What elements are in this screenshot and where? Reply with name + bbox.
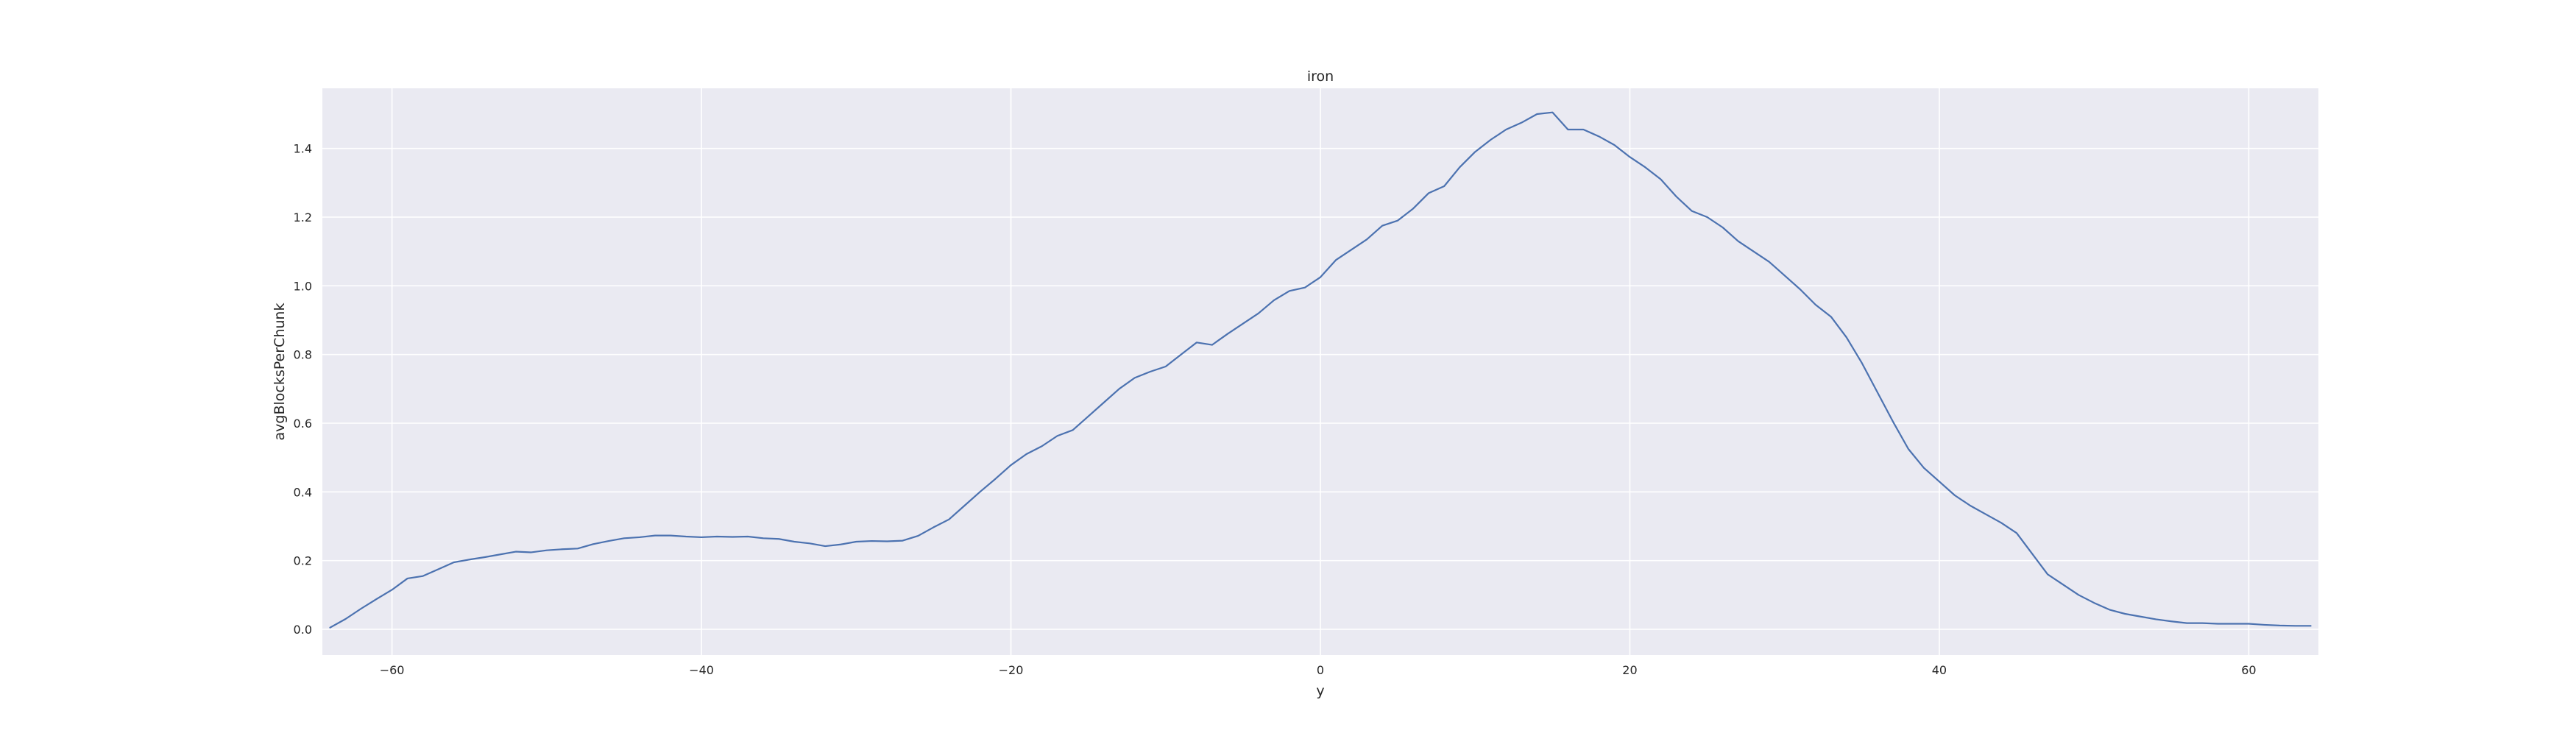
y-tick-label: 0.2 bbox=[294, 554, 312, 568]
y-tick-label: 1.4 bbox=[294, 142, 312, 156]
y-tick-label: 0.0 bbox=[294, 623, 312, 637]
y-axis-ticks: 0.0 0.2 0.4 0.6 0.8 1.0 1.2 1.4 bbox=[294, 142, 312, 637]
x-axis-ticks: −60 −40 −20 0 20 40 60 bbox=[380, 663, 2257, 677]
grid-lines bbox=[322, 88, 2318, 655]
y-tick-label: 0.6 bbox=[294, 417, 312, 431]
series-line-iron bbox=[329, 111, 2312, 629]
x-tick-label: 60 bbox=[2241, 663, 2256, 677]
y-tick-label: 1.2 bbox=[294, 210, 312, 224]
chart-title: iron bbox=[1307, 68, 1334, 85]
x-tick-label: 0 bbox=[1317, 663, 1324, 677]
x-tick-label: 20 bbox=[1622, 663, 1637, 677]
y-tick-label: 0.8 bbox=[294, 348, 312, 362]
y-axis-label: avgBlocksPerChunk bbox=[272, 303, 288, 441]
x-tick-label: 40 bbox=[1932, 663, 1947, 677]
y-tick-label: 1.0 bbox=[294, 279, 312, 293]
x-tick-label: −20 bbox=[999, 663, 1024, 677]
x-tick-label: −60 bbox=[380, 663, 405, 677]
x-tick-label: −40 bbox=[689, 663, 714, 677]
x-axis-label: y bbox=[1316, 683, 1324, 699]
y-tick-label: 0.4 bbox=[294, 485, 312, 499]
